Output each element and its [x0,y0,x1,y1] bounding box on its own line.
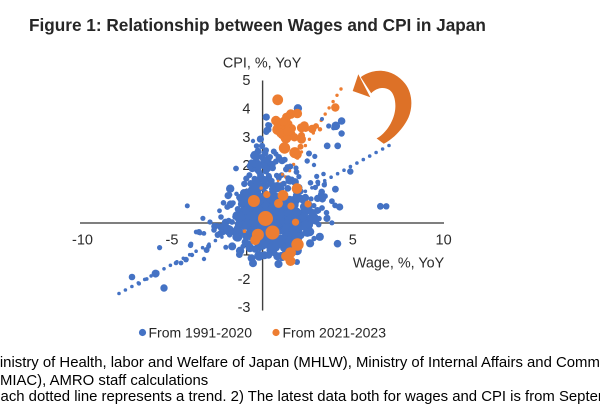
svg-text:5: 5 [242,73,250,89]
svg-text:From 2021-2023: From 2021-2023 [283,325,387,341]
svg-text:-2: -2 [238,272,251,288]
svg-text:10: 10 [436,233,452,249]
svg-text:Wage, %, YoY: Wage, %, YoY [353,256,445,272]
svg-text:From 1991-2020: From 1991-2020 [149,325,253,341]
svg-text:3: 3 [242,130,250,146]
svg-text:-5: -5 [166,233,179,249]
svg-text:5: 5 [349,233,357,249]
svg-text:CPI, %, YoY: CPI, %, YoY [223,56,302,72]
svg-text:-3: -3 [238,300,251,316]
svg-text:4: 4 [242,101,250,117]
svg-text:-10: -10 [72,233,93,249]
svg-text:2: 2 [242,158,250,174]
